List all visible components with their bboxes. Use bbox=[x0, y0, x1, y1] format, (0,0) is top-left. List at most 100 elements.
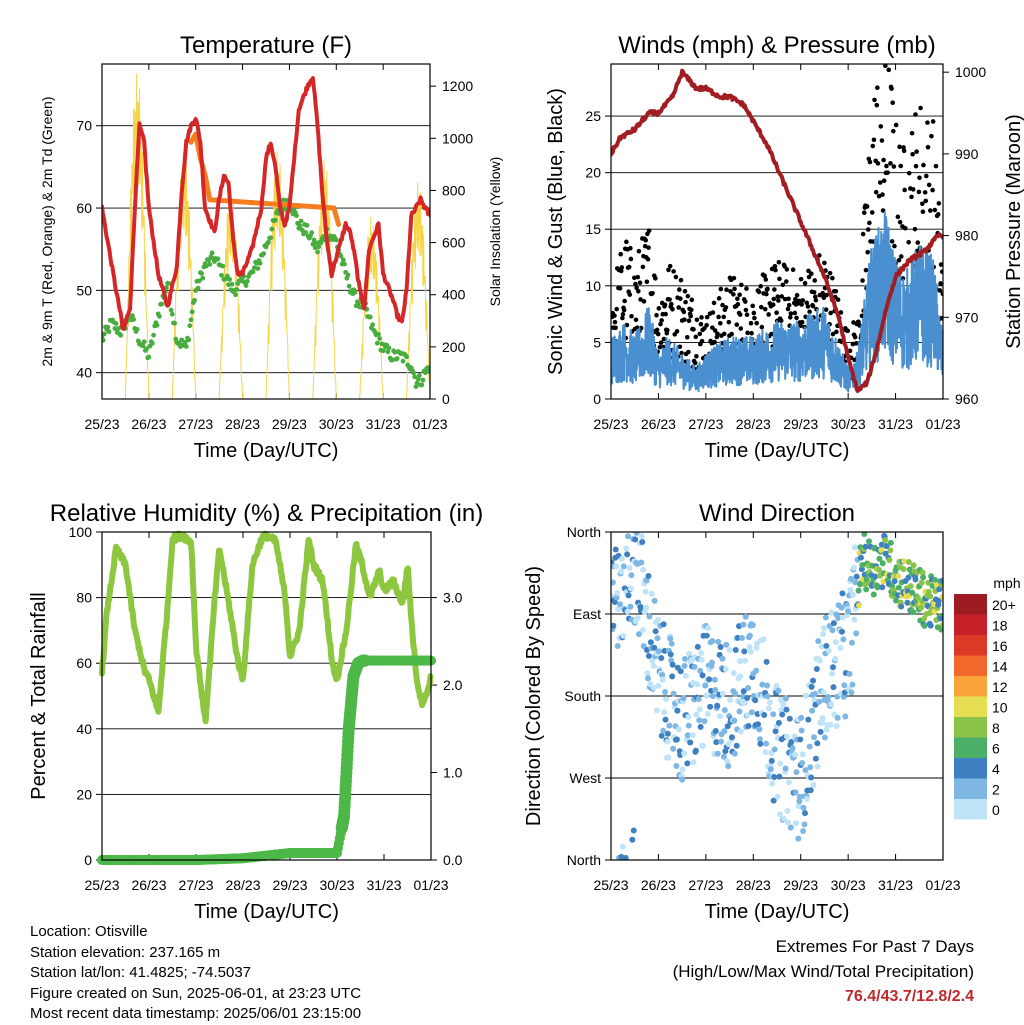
solar-line bbox=[218, 190, 244, 399]
direction-point bbox=[737, 658, 744, 665]
direction-point bbox=[700, 743, 707, 750]
direction-point bbox=[912, 576, 919, 583]
direction-point bbox=[780, 701, 787, 708]
direction-point bbox=[939, 593, 943, 600]
direction-point bbox=[940, 621, 943, 628]
direction-point bbox=[825, 647, 832, 654]
dewpoint-point bbox=[333, 237, 339, 243]
direction-point bbox=[876, 555, 883, 562]
direction-point bbox=[667, 651, 674, 658]
gust-point bbox=[875, 161, 881, 166]
y-tick-label: East bbox=[573, 606, 601, 622]
gust-point bbox=[915, 240, 921, 245]
dewpoint-point bbox=[352, 289, 358, 295]
gust-point bbox=[902, 187, 907, 193]
direction-point bbox=[845, 608, 852, 615]
y-tick-label: 0 bbox=[84, 852, 92, 868]
gust-point bbox=[867, 159, 873, 165]
direction-point bbox=[821, 734, 828, 741]
gust-point bbox=[633, 281, 638, 287]
y-tick-label: 25 bbox=[585, 108, 601, 124]
gust-point bbox=[878, 124, 884, 129]
direction-point bbox=[882, 537, 889, 544]
gust-point bbox=[935, 212, 941, 217]
y-tick-label: 80 bbox=[76, 590, 92, 606]
direction-point bbox=[806, 743, 813, 750]
direction-point bbox=[786, 715, 793, 722]
direction-point bbox=[675, 726, 682, 733]
gust-point bbox=[624, 239, 629, 245]
gust-point bbox=[861, 210, 867, 216]
direction-point bbox=[827, 721, 834, 728]
direction-point bbox=[826, 622, 833, 629]
dewpoint-point bbox=[269, 226, 275, 232]
dewpoint-point bbox=[105, 324, 111, 330]
direction-point bbox=[808, 683, 815, 690]
direction-point bbox=[937, 615, 943, 622]
speed-legend: mph 20+ 18 16 14 12 10 8 6 4 2 0 bbox=[954, 575, 1021, 820]
direction-point bbox=[820, 689, 827, 696]
gust-point bbox=[845, 328, 851, 334]
direction-point bbox=[654, 635, 661, 642]
direction-point bbox=[647, 639, 654, 646]
x-tick-label: 26/23 bbox=[641, 416, 676, 432]
solar-line bbox=[312, 159, 337, 399]
gust-point bbox=[830, 275, 835, 281]
direction-point bbox=[785, 779, 792, 786]
direction-point bbox=[733, 742, 740, 749]
y-tick-label: 10 bbox=[585, 278, 601, 294]
gust-point bbox=[933, 163, 939, 169]
direction-point bbox=[870, 591, 877, 598]
gust-point bbox=[729, 331, 734, 337]
direction-point bbox=[784, 808, 791, 815]
direction-point bbox=[820, 625, 827, 632]
gust-point bbox=[797, 298, 802, 304]
direction-point bbox=[670, 690, 677, 697]
y-tick-label: 5 bbox=[593, 334, 601, 350]
gust-point bbox=[786, 296, 791, 302]
direction-point bbox=[687, 739, 694, 746]
direction-point bbox=[832, 639, 839, 646]
direction-point bbox=[830, 620, 837, 627]
direction-point bbox=[771, 773, 778, 780]
dewpoint-point bbox=[299, 227, 305, 233]
direction-point bbox=[711, 676, 718, 683]
dewpoint-point bbox=[102, 337, 106, 343]
gust-point bbox=[929, 133, 934, 139]
direction-point bbox=[921, 615, 928, 622]
gust-point bbox=[787, 315, 793, 320]
direction-point bbox=[745, 723, 752, 730]
direction-point bbox=[829, 627, 836, 634]
gust-point bbox=[864, 204, 870, 209]
direction-point bbox=[847, 575, 854, 582]
gust-point bbox=[667, 263, 673, 269]
y2-tick-label: 1.0 bbox=[443, 765, 463, 781]
direction-point bbox=[783, 706, 790, 713]
gust-point bbox=[872, 97, 877, 103]
x-tick-label: 29/23 bbox=[783, 877, 818, 893]
direction-point bbox=[800, 804, 807, 811]
direction-point bbox=[650, 662, 657, 669]
gust-point bbox=[627, 292, 633, 297]
x-tick-label: 27/23 bbox=[688, 877, 723, 893]
gust-point bbox=[906, 239, 911, 245]
gust-point bbox=[783, 279, 789, 284]
direction-point bbox=[697, 723, 704, 730]
gust-point bbox=[622, 298, 627, 304]
gust-point bbox=[632, 275, 637, 281]
dewpoint-point bbox=[106, 329, 112, 335]
direction-point bbox=[907, 583, 914, 590]
direction-point bbox=[910, 609, 917, 616]
direction-point bbox=[721, 728, 728, 735]
legend-swatch bbox=[954, 696, 987, 717]
humidity-panel: Relative Humidity (%) & Precipitation (i… bbox=[28, 500, 483, 923]
gust-point bbox=[770, 302, 776, 307]
direction-point bbox=[834, 714, 841, 721]
dewpoint-point bbox=[209, 250, 215, 256]
panel-title: Winds (mph) & Pressure (mb) bbox=[618, 32, 935, 59]
direction-point bbox=[819, 719, 826, 726]
direction-point bbox=[626, 564, 633, 571]
gust-point bbox=[784, 267, 790, 272]
gust-point bbox=[650, 290, 655, 296]
